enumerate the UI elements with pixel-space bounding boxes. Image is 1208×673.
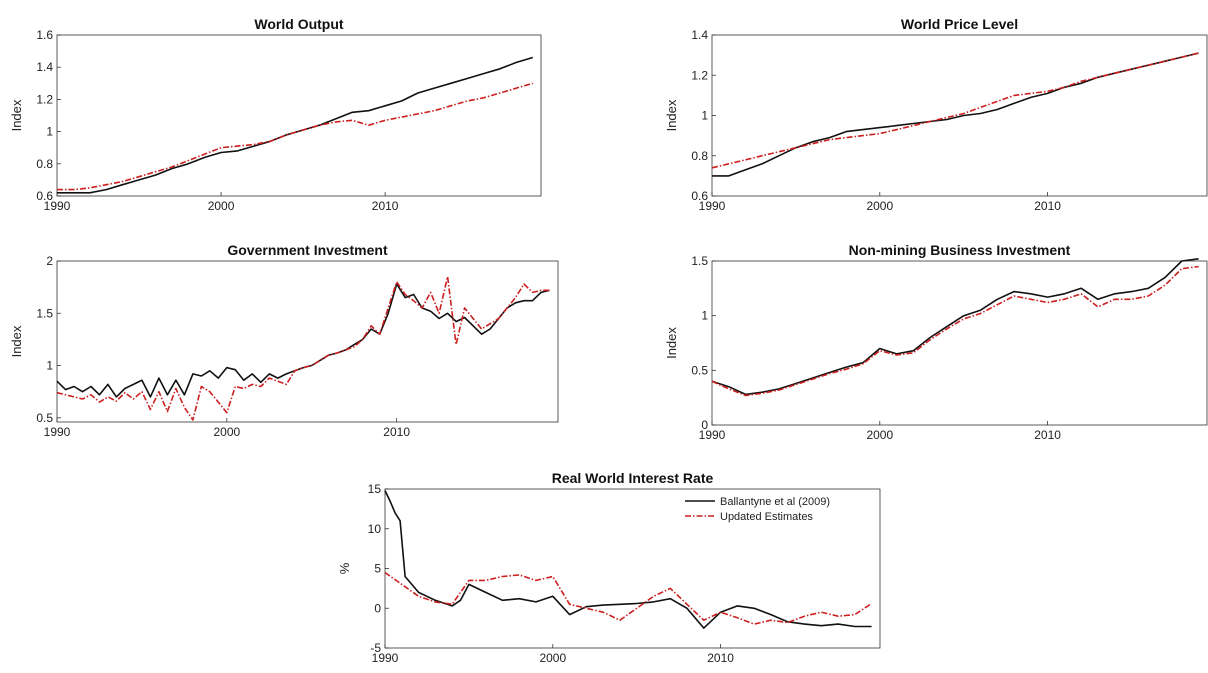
y-tick-label: 0.5: [691, 363, 708, 377]
x-tick-label: 1990: [699, 428, 726, 442]
y-tick-label: 1: [701, 109, 708, 123]
legend-entry: Ballantyne et al (2009): [720, 496, 830, 508]
chart-title: World Output: [254, 16, 343, 32]
y-tick-label: 1.5: [691, 254, 708, 268]
x-tick-label: 2010: [707, 651, 734, 665]
chart-title: World Price Level: [901, 16, 1018, 32]
y-tick-label: 1.6: [36, 28, 53, 42]
y-axis-label: Index: [9, 99, 24, 131]
chart-title: Non-mining Business Investment: [849, 242, 1071, 258]
x-tick-label: 2000: [208, 199, 235, 213]
y-tick-label: 0.8: [36, 157, 53, 171]
y-tick-label: 1: [46, 125, 53, 139]
chart-title: Real World Interest Rate: [552, 470, 714, 486]
x-tick-label: 1990: [44, 425, 71, 439]
series-line-original: [712, 52, 1199, 177]
y-tick-label: 0: [374, 601, 381, 615]
y-tick-label: 1: [46, 359, 53, 373]
series-line-original: [711, 258, 1199, 396]
series-line-updated-estimates: [384, 571, 873, 625]
series-line-updated-estimates: [56, 275, 550, 421]
x-tick-label: 1990: [372, 651, 399, 665]
y-tick-label: 0: [701, 418, 708, 432]
x-tick-label: 2010: [372, 199, 399, 213]
x-tick-label: 1990: [44, 199, 71, 213]
y-tick-label: 1.4: [691, 28, 708, 42]
y-tick-label: 15: [368, 482, 382, 496]
x-tick-label: 2010: [383, 425, 410, 439]
series-line-updated-estimates: [711, 52, 1199, 169]
chart-nonmining-investment: Non-mining Business Investment 0 0.5 1 1.5 19…: [664, 242, 1208, 442]
chart-real-interest-rate: Real World Interest Rate -5 0 5 10 15 1990 2000…: [337, 470, 881, 665]
x-tick-label: 2000: [866, 428, 893, 442]
legend-entry: Updated Estimates: [720, 511, 813, 523]
series-line-original: [384, 490, 872, 629]
y-tick-label: 5: [374, 562, 381, 576]
plot-frame: [56, 34, 542, 197]
x-tick-label: 2000: [539, 651, 566, 665]
y-tick-label: 1.2: [691, 68, 708, 82]
series-line-original: [57, 56, 534, 194]
y-tick-label: 0.6: [36, 189, 53, 203]
y-tick-label: 0.5: [36, 411, 53, 425]
plot-frame: [711, 34, 1208, 197]
plot-frame: [711, 260, 1208, 426]
chart-government-investment: Government Investment 0.5 1 1.5 2 1990 2000 201…: [9, 242, 559, 439]
chart-world-price-level: World Price Level 0.6 0.8 1 1.2 1.4 1990 2000 20…: [664, 16, 1208, 213]
y-tick-label: 1.2: [36, 92, 53, 106]
y-tick-label: 0.6: [691, 189, 708, 203]
y-axis-label: Index: [9, 325, 24, 357]
x-tick-label: 2000: [213, 425, 240, 439]
series-line-original: [56, 283, 550, 398]
y-axis-label: Index: [664, 99, 679, 131]
series-line-updated-estimates: [57, 82, 534, 191]
legend: Ballantyne et al (2009) Updated Estimates: [685, 496, 830, 523]
y-tick-label: 0.8: [691, 149, 708, 163]
chart-world-output: World Output 0.6 0.8 1 1.2 1.4 1.6 1990 2000 2010…: [9, 16, 542, 213]
y-tick-label: 1: [701, 309, 708, 323]
y-tick-label: 1.5: [36, 306, 53, 320]
x-tick-label: 2000: [866, 199, 893, 213]
y-tick-label: 1.4: [36, 60, 53, 74]
series-line-updated-estimates: [711, 265, 1199, 397]
plot-frame: [56, 260, 559, 423]
x-tick-label: 2010: [1034, 428, 1061, 442]
x-tick-label: 2010: [1034, 199, 1061, 213]
chart-title: Government Investment: [227, 242, 388, 258]
y-tick-label: -5: [370, 641, 381, 655]
y-axis-label: Index: [664, 327, 679, 359]
y-tick-label: 2: [46, 254, 53, 268]
y-axis-label: %: [337, 562, 352, 574]
y-tick-label: 10: [368, 522, 382, 536]
x-tick-label: 1990: [699, 199, 726, 213]
